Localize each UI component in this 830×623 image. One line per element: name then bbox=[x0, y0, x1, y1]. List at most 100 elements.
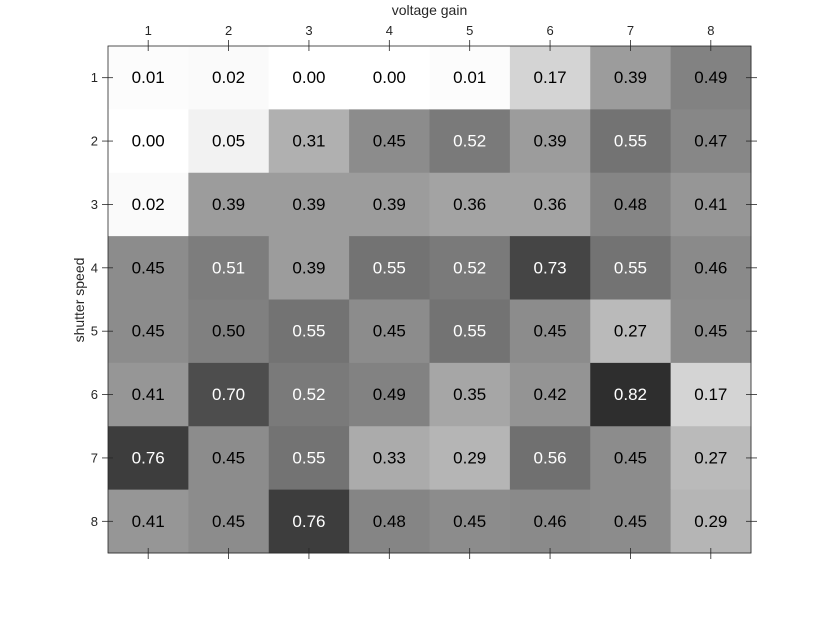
heatmap-cell-r7-c5 bbox=[429, 426, 511, 491]
heatmap-cell-r3-c3 bbox=[268, 172, 350, 237]
cell-value-label: 0.45 bbox=[694, 322, 727, 341]
cell-value-label: 0.55 bbox=[292, 448, 325, 467]
cell-value-label: 0.82 bbox=[614, 385, 647, 404]
heatmap-cell-r7-c4 bbox=[349, 426, 430, 491]
cell-value-label: 0.50 bbox=[212, 322, 245, 341]
heatmap-cell-r7-c1 bbox=[108, 426, 189, 491]
heatmap-cell-r6-c1 bbox=[108, 362, 189, 427]
y-axis-ticks: 1 2 3 4 5 6 7 8 bbox=[91, 70, 757, 529]
y-tick-label: 5 bbox=[91, 324, 98, 339]
heatmap-cell-r4-c4 bbox=[349, 236, 430, 300]
cell-value-label: 0.41 bbox=[132, 385, 165, 404]
cell-value-label: 0.56 bbox=[534, 448, 567, 467]
cell-value-label: 0.42 bbox=[534, 385, 567, 404]
heatmap-cell-r5-c7 bbox=[590, 299, 672, 364]
cell-value-label: 0.49 bbox=[373, 385, 406, 404]
cell-value-label: 0.48 bbox=[373, 512, 406, 531]
cell-value-label: 0.46 bbox=[534, 512, 567, 531]
x-axis-ticks: 1 2 3 4 5 6 7 8 bbox=[145, 23, 714, 559]
cell-value-label: 0.45 bbox=[212, 512, 245, 531]
cell-value-label: 0.05 bbox=[212, 132, 245, 151]
heatmap-cell-r3-c1 bbox=[108, 172, 189, 237]
cell-value-label: 0.52 bbox=[453, 258, 486, 277]
cell-value-label: 0.45 bbox=[534, 322, 567, 341]
x-tick-label: 8 bbox=[707, 23, 714, 38]
cell-value-label: 0.45 bbox=[614, 512, 647, 531]
heatmap-cell-r8-c1 bbox=[108, 489, 189, 554]
cell-value-label: 0.47 bbox=[694, 132, 727, 151]
heatmap-cell-r8-c2 bbox=[188, 489, 270, 554]
heatmap-cell-r8-c3 bbox=[268, 489, 350, 554]
cell-value-label: 0.39 bbox=[292, 258, 325, 277]
cell-value-label: 0.41 bbox=[694, 195, 727, 214]
y-tick-label: 6 bbox=[91, 387, 98, 402]
y-tick-label: 8 bbox=[91, 514, 98, 529]
y-tick-label: 7 bbox=[91, 450, 98, 465]
cell-value-label: 0.01 bbox=[453, 68, 486, 87]
heatmap-cell-r1-c4 bbox=[349, 46, 430, 110]
heatmap-cell-r6-c3 bbox=[268, 362, 350, 427]
cell-value-label: 0.00 bbox=[373, 68, 406, 87]
heatmap-cell-r1-c2 bbox=[188, 46, 270, 110]
cell-value-label: 0.00 bbox=[292, 68, 325, 87]
heatmap-cells bbox=[108, 46, 752, 554]
heatmap-cell-r6-c5 bbox=[429, 362, 511, 427]
cell-value-label: 0.55 bbox=[453, 322, 486, 341]
heatmap-cell-r4-c7 bbox=[590, 236, 672, 300]
heatmap-cell-r1-c6 bbox=[509, 46, 591, 110]
heatmap-cell-r6-c8 bbox=[670, 362, 752, 427]
heatmap-cell-r8-c7 bbox=[590, 489, 672, 554]
heatmap-cell-r3-c5 bbox=[429, 172, 511, 237]
cell-value-label: 0.45 bbox=[614, 448, 647, 467]
y-tick-label: 2 bbox=[91, 134, 98, 149]
cell-value-label: 0.41 bbox=[132, 512, 165, 531]
heatmap-cell-r3-c4 bbox=[349, 172, 430, 237]
heatmap-cell-r4-c3 bbox=[268, 236, 350, 300]
heatmap-cell-r2-c8 bbox=[670, 109, 752, 174]
cell-value-label: 0.36 bbox=[453, 195, 486, 214]
x-tick-label: 2 bbox=[225, 23, 232, 38]
cell-value-label: 0.29 bbox=[694, 512, 727, 531]
cell-value-label: 0.39 bbox=[373, 195, 406, 214]
heatmap-cell-r6-c6 bbox=[509, 362, 591, 427]
cell-value-label: 0.76 bbox=[292, 512, 325, 531]
heatmap-cell-r4-c5 bbox=[429, 236, 511, 300]
heatmap-cell-r7-c7 bbox=[590, 426, 672, 491]
cell-value-label: 0.52 bbox=[453, 132, 486, 151]
x-tick-label: 3 bbox=[305, 23, 312, 38]
y-axis-title: shutter speed bbox=[71, 258, 87, 343]
cell-value-label: 0.45 bbox=[373, 322, 406, 341]
x-tick-label: 6 bbox=[546, 23, 553, 38]
cell-value-label: 0.45 bbox=[453, 512, 486, 531]
cell-value-label: 0.00 bbox=[132, 132, 165, 151]
heatmap-cell-r8-c4 bbox=[349, 489, 430, 554]
heatmap-cell-r2-c3 bbox=[268, 109, 350, 174]
cell-value-label: 0.45 bbox=[132, 322, 165, 341]
cell-value-label: 0.33 bbox=[373, 448, 406, 467]
cell-value-label: 0.55 bbox=[614, 132, 647, 151]
heatmap-cell-r5-c4 bbox=[349, 299, 430, 364]
cell-value-label: 0.17 bbox=[534, 68, 567, 87]
cell-value-label: 0.36 bbox=[534, 195, 567, 214]
heatmap-cell-r8-c5 bbox=[429, 489, 511, 554]
heatmap-cell-r4-c6 bbox=[509, 236, 591, 300]
heatmap-cell-r3-c2 bbox=[188, 172, 270, 237]
y-tick-label: 3 bbox=[91, 197, 98, 212]
heatmap-cell-r5-c1 bbox=[108, 299, 189, 364]
x-axis-title: voltage gain bbox=[392, 2, 468, 18]
heatmap-cell-r6-c4 bbox=[349, 362, 430, 427]
cell-value-label: 0.39 bbox=[534, 132, 567, 151]
heatmap-cell-r6-c7 bbox=[590, 362, 672, 427]
heatmap-cell-r2-c5 bbox=[429, 109, 511, 174]
cell-value-label: 0.02 bbox=[132, 195, 165, 214]
heatmap-cell-r5-c3 bbox=[268, 299, 350, 364]
heatmap-cell-r5-c8 bbox=[670, 299, 752, 364]
heatmap-cell-r2-c2 bbox=[188, 109, 270, 174]
heatmap-cell-r7-c6 bbox=[509, 426, 591, 491]
cell-value-label: 0.73 bbox=[534, 258, 567, 277]
cell-value-label: 0.46 bbox=[694, 258, 727, 277]
cell-value-label: 0.51 bbox=[212, 258, 245, 277]
heatmap-cell-r8-c8 bbox=[670, 489, 752, 554]
cell-value-label: 0.45 bbox=[132, 258, 165, 277]
